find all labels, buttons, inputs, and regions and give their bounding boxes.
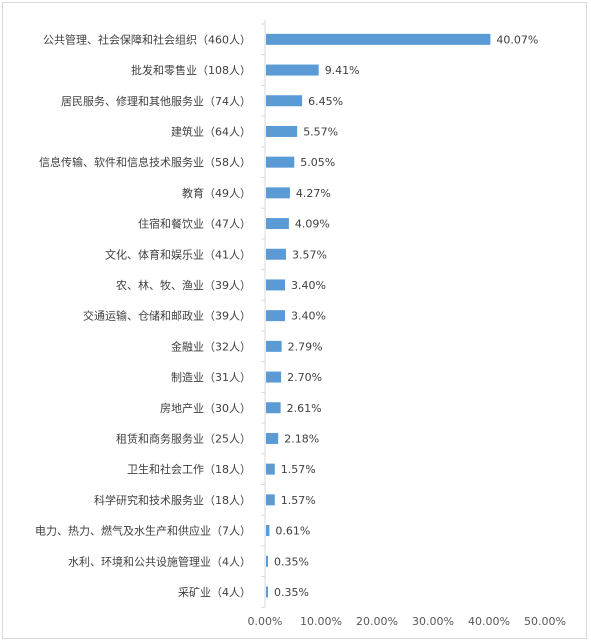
bar xyxy=(266,494,275,506)
bar xyxy=(266,125,298,137)
data-label: 3.40% xyxy=(291,310,326,323)
category-label: 制造业（31人） xyxy=(171,370,251,384)
bar xyxy=(266,310,286,322)
category-label: 建筑业（64人） xyxy=(171,124,251,138)
data-label: 0.35% xyxy=(274,555,309,568)
data-label: 3.57% xyxy=(292,248,327,261)
data-label: 1.57% xyxy=(281,463,316,476)
x-tick-label: 50.00% xyxy=(524,615,566,628)
data-label: 5.05% xyxy=(300,156,335,169)
bar xyxy=(266,156,295,168)
category-label: 科学研究和技术服务业（18人） xyxy=(94,493,251,507)
category-label: 批发和零售业（108人） xyxy=(131,63,251,77)
data-label: 2.70% xyxy=(287,371,322,384)
data-label: 0.35% xyxy=(274,586,309,599)
bar xyxy=(266,463,275,475)
data-label: 2.61% xyxy=(287,402,322,415)
category-label: 文化、体育和娱乐业（41人） xyxy=(105,247,251,261)
bar xyxy=(266,95,303,107)
bar xyxy=(266,525,270,537)
category-label: 信息传输、软件和信息技术服务业（58人） xyxy=(39,155,251,169)
category-label: 电力、热力、燃气及水生产和供应业（7人） xyxy=(35,524,251,538)
category-label: 租赁和商务服务业（25人） xyxy=(116,431,251,445)
category-label: 教育（49人） xyxy=(182,186,251,200)
bar xyxy=(266,279,286,291)
category-label: 公共管理、社会保障和社会组织（460人） xyxy=(43,32,251,46)
x-tick-label: 30.00% xyxy=(412,615,454,628)
category-label: 采矿业（4人） xyxy=(178,586,251,599)
category-label: 居民服务、修理和其他服务业（74人） xyxy=(61,94,251,108)
data-label: 6.45% xyxy=(308,95,343,108)
category-label: 卫生和社会工作（18人） xyxy=(127,462,251,476)
data-label: 9.41% xyxy=(325,64,360,77)
bar xyxy=(266,586,268,598)
bar xyxy=(266,248,286,260)
x-tick-label: 0.00% xyxy=(248,615,283,628)
x-tick-label: 10.00% xyxy=(300,615,342,628)
category-label: 水利、环境和公共设施管理业（4人） xyxy=(68,554,251,568)
data-label: 2.79% xyxy=(288,340,323,353)
bar xyxy=(266,64,319,76)
bar xyxy=(266,218,289,230)
bar xyxy=(266,33,491,45)
category-label: 交通运输、仓储和邮政业（39人） xyxy=(83,309,251,323)
bar xyxy=(266,340,282,352)
category-label: 金融业（32人） xyxy=(171,339,251,353)
category-label: 房地产业（30人） xyxy=(160,401,251,415)
category-label: 农、林、牧、渔业（39人） xyxy=(116,278,251,292)
bar xyxy=(266,555,268,567)
data-label: 4.09% xyxy=(295,218,330,231)
bar xyxy=(266,402,281,414)
data-label: 4.27% xyxy=(296,187,331,200)
x-tick-label: 40.00% xyxy=(468,615,510,628)
data-label: 1.57% xyxy=(281,494,316,507)
category-label: 住宿和餐饮业（47人） xyxy=(138,217,251,231)
data-label: 40.07% xyxy=(496,33,538,46)
data-label: 5.57% xyxy=(303,125,338,138)
bar xyxy=(266,187,290,199)
x-tick-label: 20.00% xyxy=(356,615,398,628)
data-label: 3.40% xyxy=(291,279,326,292)
bar xyxy=(266,371,282,383)
bar xyxy=(266,432,279,444)
data-label: 2.18% xyxy=(284,432,319,445)
data-label: 0.61% xyxy=(275,525,310,538)
